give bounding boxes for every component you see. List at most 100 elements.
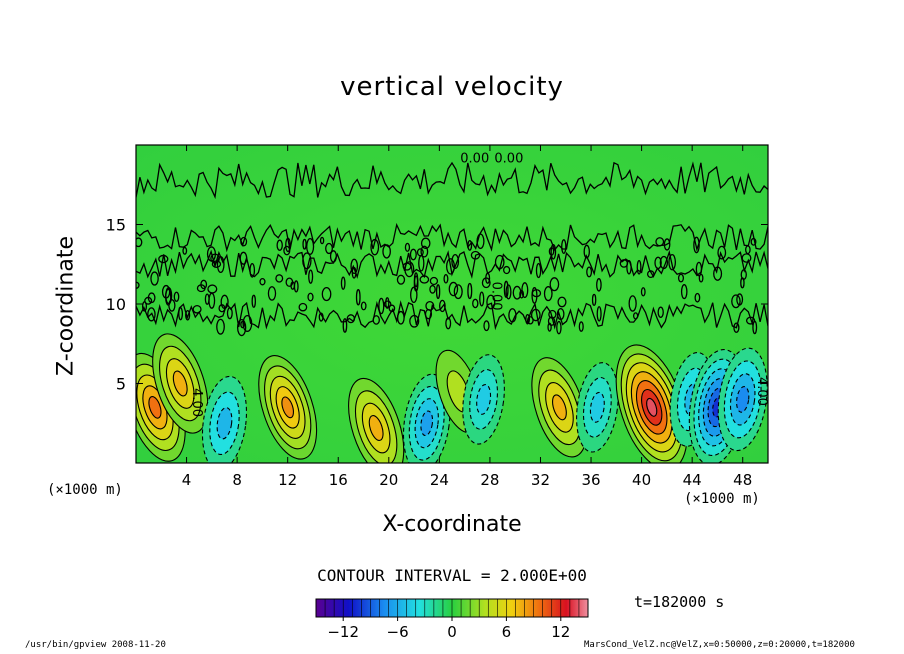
small-contour (479, 291, 485, 307)
small-contour (547, 322, 552, 332)
plot-area: 4.00 0.00 0.00 0.00 4.00 (135, 144, 769, 464)
small-contour (521, 282, 529, 299)
small-contour (663, 238, 671, 251)
small-contour (396, 274, 406, 285)
cell-contour (646, 397, 658, 417)
colorbar-tick-label: 6 (502, 623, 512, 641)
footer-right: MarsCond_VelZ.nc@VelZ,x=0:50000,z=0:2000… (584, 640, 855, 650)
small-contour (445, 258, 456, 275)
small-contour (596, 306, 602, 322)
small-contour (483, 320, 490, 332)
x-axis-unit-right: (×1000 m) (684, 491, 760, 507)
small-contour (425, 300, 435, 311)
footer-left: /usr/bin/gpview 2008-11-20 (25, 640, 166, 650)
small-contour (267, 286, 277, 301)
x-tick-label: 20 (379, 471, 398, 489)
small-contour (578, 321, 584, 332)
small-contour (290, 281, 296, 290)
small-contour (420, 237, 431, 250)
small-contour (429, 276, 439, 286)
cell-contour (589, 391, 605, 423)
cell-contour (172, 370, 188, 397)
contour-value-label: 0.00 (460, 151, 489, 166)
small-contour (340, 276, 346, 290)
convective-cell (258, 355, 318, 460)
small-contour (448, 281, 459, 297)
x-tick-label: 40 (632, 471, 651, 489)
small-contour (216, 318, 225, 335)
small-contour (378, 297, 385, 315)
chart-title: vertical velocity (340, 72, 564, 102)
small-contour (435, 284, 441, 300)
small-contour (717, 245, 727, 260)
cell-contour (368, 415, 384, 441)
small-contour (206, 246, 217, 262)
x-tick-label: 28 (480, 471, 499, 489)
contour-value-label: 4.00 (189, 388, 204, 417)
small-contour (556, 320, 562, 335)
small-contour (467, 282, 473, 300)
small-contour (586, 266, 593, 278)
x-tick-label: 36 (581, 471, 600, 489)
cell-contour (420, 410, 434, 437)
small-contour (360, 301, 367, 311)
small-contour (208, 292, 216, 309)
small-contour (321, 286, 332, 302)
small-contour (733, 322, 740, 333)
contour-line (136, 161, 768, 200)
contour-value-label: 4.00 (754, 377, 769, 406)
y-tick-label: 5 (116, 375, 126, 394)
small-contour (657, 306, 664, 318)
small-contour (342, 318, 348, 333)
colorbar-tick-label: 0 (447, 623, 457, 641)
small-contour (319, 236, 325, 245)
small-contour (302, 238, 307, 250)
small-contour (141, 301, 148, 312)
small-contour (535, 262, 542, 279)
small-contour (173, 291, 180, 302)
contour-line (136, 249, 768, 280)
x-tick-label: 24 (430, 471, 449, 489)
small-contour (668, 253, 677, 271)
small-contour (549, 277, 560, 292)
cell-contour (148, 396, 162, 419)
small-contour (385, 297, 390, 309)
small-contour (693, 236, 700, 254)
small-contour (185, 309, 191, 321)
colorbar: −12 −6 0 6 12 (315, 598, 589, 641)
convective-cell (576, 362, 619, 453)
small-contour (557, 296, 567, 308)
small-contour (236, 318, 247, 337)
small-contour (531, 287, 538, 304)
cell-contour (476, 383, 492, 415)
small-contour (383, 300, 392, 308)
contour-line (136, 222, 768, 253)
convective-cell (615, 344, 688, 463)
x-tick-label: 32 (531, 471, 550, 489)
small-contour (251, 294, 257, 308)
small-contour (481, 277, 491, 289)
small-contour (308, 269, 314, 284)
small-contour (409, 248, 417, 261)
small-contour (531, 289, 542, 298)
small-contour (453, 284, 463, 300)
colorbar-tick-label: 12 (551, 623, 570, 641)
small-contour (168, 299, 176, 312)
small-contour (220, 294, 229, 310)
convective-cell (136, 352, 186, 462)
convective-cell (348, 377, 405, 463)
small-contour (472, 298, 479, 309)
small-contour (677, 273, 685, 283)
small-contour (276, 239, 283, 251)
contour-value-label: 0.00 (494, 151, 523, 166)
small-contour (355, 288, 361, 306)
small-contour (443, 273, 449, 284)
small-contour (731, 294, 741, 309)
small-contour (543, 286, 553, 302)
small-contour (591, 293, 597, 307)
convective-cell (462, 354, 505, 445)
small-contour (548, 247, 555, 256)
cell-contour (216, 407, 233, 440)
small-contour (192, 304, 202, 314)
small-contour (680, 284, 688, 300)
